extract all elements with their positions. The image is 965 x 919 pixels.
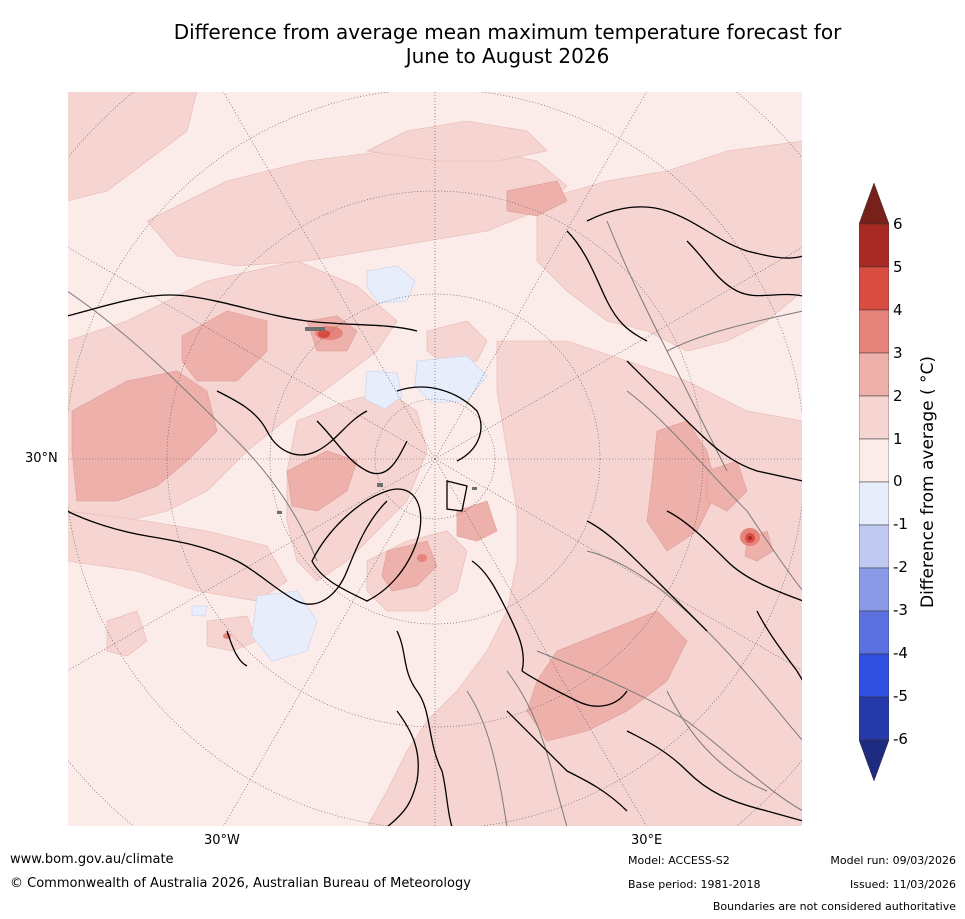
colorbar-band--3-to--2 [858, 567, 890, 612]
colorbar-band--6-to--5 [858, 696, 890, 741]
colorbar-band-1-to-2 [858, 395, 890, 440]
colorbar-title: Difference from average ( °C) [918, 355, 938, 609]
lon-label-30w: 30°W [204, 833, 240, 848]
polar-map [67, 91, 803, 827]
colorbar-tick-neg5: -5 [893, 687, 908, 705]
anomaly-5-6-hotspot [748, 536, 752, 540]
glacier-patches [277, 327, 477, 514]
colorbar-bands [858, 182, 890, 782]
map-canvas [67, 91, 803, 827]
map-border [67, 91, 803, 827]
colorbar-tick-0: 0 [893, 472, 903, 490]
colorbar-band--5-to--4 [858, 653, 890, 698]
national-boundaries [67, 220, 803, 827]
colorbar-extend-high [858, 182, 890, 225]
colorbar-band-3-to-4 [858, 309, 890, 354]
colorbar-tick-2: 2 [893, 387, 903, 405]
colorbar-tick-neg6: -6 [893, 730, 908, 748]
colorbar-band-2-to-3 [858, 352, 890, 397]
colorbar-tick-neg2: -2 [893, 558, 908, 576]
title-line-1: Difference from average mean maximum tem… [173, 20, 842, 44]
title-line-2: June to August 2026 [405, 44, 610, 68]
coastlines [67, 206, 803, 827]
footer-base-period: Base period: 1981-2018 [628, 878, 761, 891]
colorbar-tick-3: 3 [893, 344, 903, 362]
colorbar-band-0-to-1 [858, 438, 890, 483]
colorbar-tick-4: 4 [893, 301, 903, 319]
graticule [67, 91, 803, 827]
footer-model-run: Model run: 09/03/2026 [830, 854, 956, 867]
colorbar [858, 182, 890, 782]
colorbar-band-5-to-6 [858, 223, 890, 268]
footer-website: www.bom.gov.au/climate [10, 852, 174, 867]
colorbar-extend-low [858, 739, 890, 782]
lon-label-30e: 30°E [631, 833, 663, 848]
colorbar-band--1-to-0 [858, 481, 890, 526]
lat-label-30n: 30°N [25, 451, 58, 466]
colorbar-tick-neg3: -3 [893, 601, 908, 619]
colorbar-tick-neg1: -1 [893, 515, 908, 533]
footer-issued: Issued: 11/03/2026 [849, 878, 956, 891]
colorbar-band-4-to-5 [858, 266, 890, 311]
anomaly-negative-regions [191, 265, 488, 662]
map-title: Difference from average mean maximum tem… [60, 20, 955, 68]
colorbar-band--4-to--3 [858, 610, 890, 655]
colorbar-tick-1: 1 [893, 430, 903, 448]
colorbar-band--2-to--1 [858, 524, 890, 569]
footer-model: Model: ACCESS-S2 [628, 854, 730, 867]
footer-disclaimer: Boundaries are not considered authoritat… [712, 900, 956, 913]
colorbar-tick-5: 5 [893, 258, 903, 276]
colorbar-tick-6: 6 [893, 215, 903, 233]
anomaly-2-3-regions [71, 180, 774, 742]
footer-copyright: © Commonwealth of Australia 2026, Austra… [10, 876, 471, 891]
colorbar-tick-neg4: -4 [893, 644, 908, 662]
